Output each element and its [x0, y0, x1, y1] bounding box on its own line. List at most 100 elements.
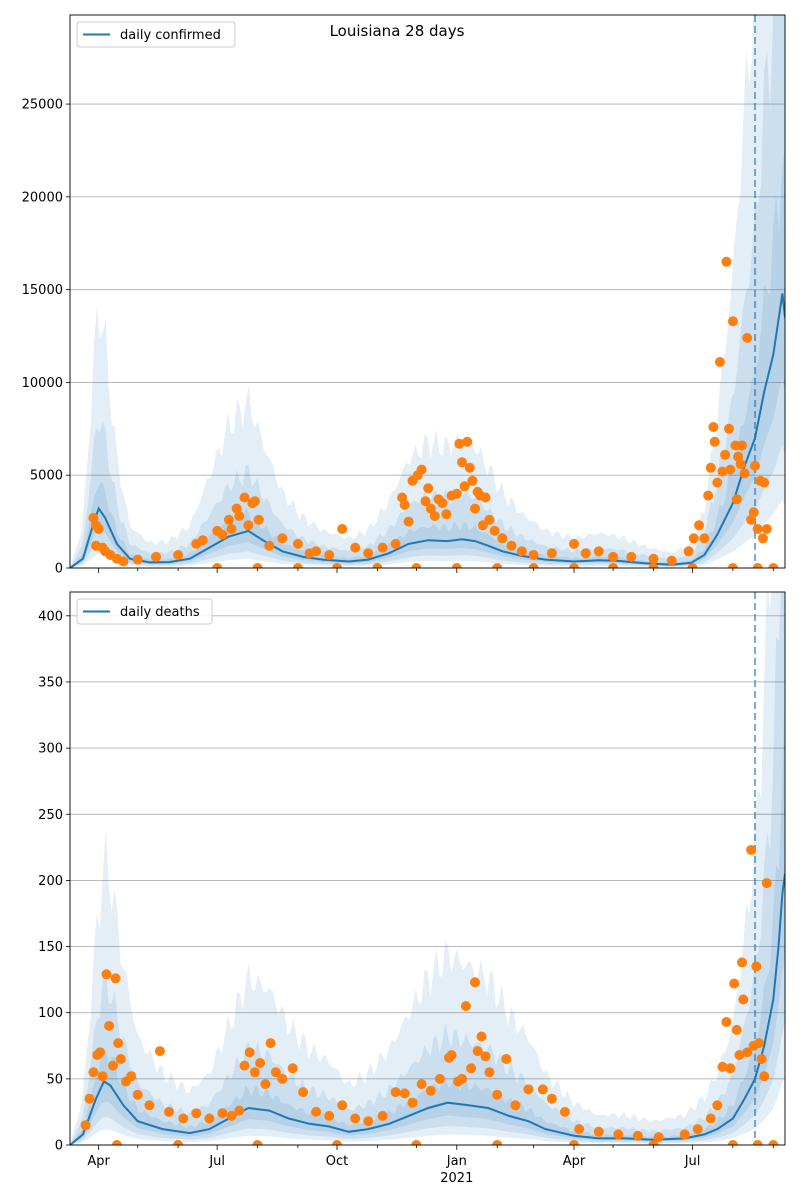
observation-point [93, 524, 104, 534]
observation-point [425, 503, 436, 514]
observation-point [111, 1140, 122, 1145]
observation-point [298, 1087, 309, 1098]
observation-point [737, 440, 747, 451]
y-tick-label: 150 [38, 940, 63, 955]
observation-point [191, 1108, 202, 1119]
y-tick-label: 5000 [30, 469, 63, 484]
observation-point [528, 550, 539, 560]
observation-point [173, 1140, 184, 1145]
observation-point [694, 520, 704, 531]
y-tick-label: 0 [55, 562, 63, 577]
observation-point [738, 994, 749, 1005]
axes-frame [69, 591, 786, 1146]
observation-point [546, 1093, 557, 1104]
observation-point [337, 524, 348, 534]
observation-point [178, 1113, 189, 1124]
observation-point [164, 1106, 174, 1117]
observation-point [761, 878, 772, 889]
observation-point [510, 1100, 521, 1111]
observation-point [416, 464, 427, 475]
observation-point [234, 1105, 245, 1116]
observation-point [255, 1058, 266, 1068]
observation-point [761, 524, 772, 534]
observation-point [683, 546, 694, 557]
observation-point [742, 1047, 753, 1058]
observation-point [688, 533, 699, 544]
observation-point [454, 438, 465, 449]
observation-point [226, 1110, 237, 1121]
observation-point [756, 1054, 767, 1064]
observation-point [751, 961, 762, 972]
observation-point [223, 514, 234, 525]
observation-point [252, 563, 263, 568]
observation-point [750, 460, 760, 471]
observation-point [423, 483, 434, 494]
observation-point [173, 550, 184, 560]
observation-point [648, 563, 659, 568]
observation-point [292, 563, 303, 568]
observation-point [757, 533, 768, 544]
observation-point [80, 1120, 91, 1131]
observation-point [446, 1050, 457, 1060]
y-tick-label: 300 [38, 742, 63, 757]
observation-point [580, 548, 591, 559]
uncertainty-band [70, 592, 785, 1145]
observation-point [132, 554, 143, 565]
observation-point [226, 524, 237, 534]
observation-point [239, 492, 250, 503]
observation-point [363, 1116, 374, 1127]
observation-point [721, 256, 732, 267]
observation-point [724, 423, 734, 434]
observation-point [416, 1079, 427, 1090]
observation-point [752, 563, 763, 568]
observation-point [497, 533, 508, 544]
observation-point [104, 1020, 115, 1031]
observation-point [332, 1140, 342, 1145]
observation-point [265, 1038, 276, 1049]
observation-point [437, 498, 448, 509]
observation-point [752, 1140, 763, 1145]
y-tick-label: 20000 [22, 190, 63, 205]
observation-point [434, 1073, 445, 1084]
observation-point [277, 533, 288, 544]
observation-point [363, 548, 374, 559]
observation-point [420, 496, 431, 507]
observation-point [708, 422, 719, 432]
observation-point [350, 1113, 361, 1124]
observation-point [574, 1124, 585, 1135]
observation-point [725, 464, 736, 475]
y-tick-label: 350 [38, 675, 63, 690]
observation-point [377, 1110, 388, 1121]
observation-point [472, 1046, 483, 1057]
observation-point [712, 1100, 723, 1111]
plot-area [70, 592, 785, 1145]
observation-point [714, 357, 725, 367]
observation-point [692, 1124, 703, 1135]
observation-point [523, 1084, 534, 1095]
observation-point [546, 548, 557, 559]
observation-point [399, 499, 410, 510]
observation-point [470, 977, 480, 988]
legend-label: daily confirmed [120, 28, 221, 43]
observation-point [731, 1024, 742, 1035]
observation-point [746, 845, 757, 855]
observation-point [84, 1093, 95, 1104]
deaths-panel: 0 50 100 150 200 250 300 350 400 Apr Jul Oct Jan 2021… [38, 591, 786, 1186]
observation-point [460, 1001, 471, 1012]
observation-point [252, 1140, 263, 1145]
observation-point [462, 436, 473, 447]
observation-point [737, 957, 747, 968]
observation-point [768, 1140, 779, 1145]
y-tick-label: 25000 [22, 98, 63, 113]
observation-point [516, 546, 527, 557]
observation-point [712, 477, 723, 488]
observation-point [425, 1085, 436, 1096]
observation-point [569, 1140, 579, 1145]
chart-title: Louisiana 28 days [330, 22, 465, 40]
observation-point [217, 1108, 228, 1119]
observation-point [666, 555, 677, 566]
observation-point [234, 511, 245, 521]
observation-point [332, 563, 342, 568]
observation-point [735, 459, 746, 470]
observation-point [243, 520, 254, 531]
